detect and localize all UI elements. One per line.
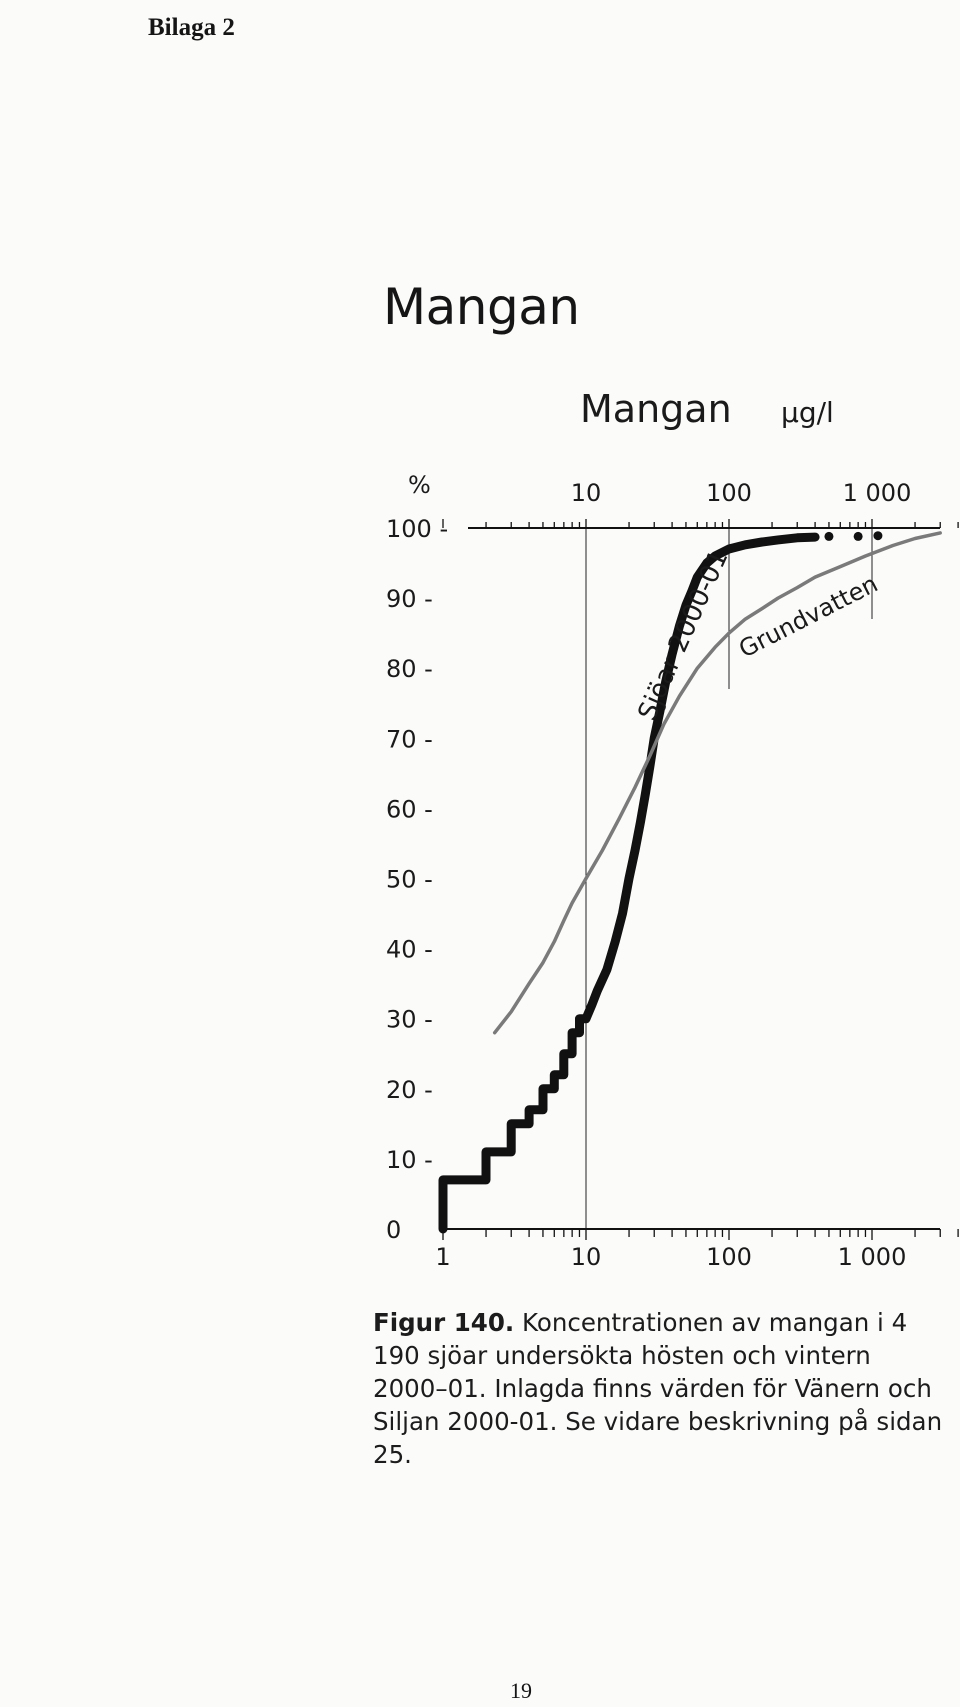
series-label-grundvatten: Grundvatten <box>734 570 882 664</box>
x-tick-label: 100 <box>706 1243 752 1271</box>
figure-caption: Figur 140. Koncentrationen av mangan i 4… <box>373 1306 945 1471</box>
y-tick-label: 30 - <box>386 1006 433 1034</box>
y-tick-label: 20 - <box>386 1076 433 1104</box>
page-header: Bilaga 2 <box>148 14 235 41</box>
y-tick-label: 0 <box>386 1216 401 1244</box>
caption-label: Figur 140. <box>373 1308 515 1337</box>
chart-title-unit: μg/l <box>781 396 834 429</box>
series-line-sjoar <box>438 532 820 1234</box>
x-tick-label-top: 1 000 <box>843 479 912 507</box>
series-label-sjoar: Sjöar 2000-01 <box>633 546 735 726</box>
y-tick-label: 50 - <box>386 866 433 894</box>
chart-title: Mangan <box>580 387 732 431</box>
cumulative-distribution-chart: Mangan μg/l % 1 10 10 100 100 1 000 1 000 0 10 -… <box>386 387 959 1271</box>
series-outlier-point <box>824 531 834 541</box>
labels-layer: 1 10 10 100 100 1 000 1 000 0 10 - 20 - 30 - 40 - 50… <box>386 479 911 1271</box>
y-tick-label: 90 - <box>386 585 433 613</box>
y-tick-label: 40 - <box>386 936 433 964</box>
series-outlier-point <box>853 531 863 541</box>
x-tick-label: 1 <box>435 1243 450 1271</box>
series-line-grundvatten <box>492 531 942 1035</box>
chart-container: Mangan μg/l % 1 10 10 100 100 1 000 1 000 0 10 -… <box>386 387 959 1271</box>
x-tick-label: 10 <box>571 1243 602 1271</box>
page-title: Mangan <box>383 278 580 336</box>
axes-layer <box>439 519 959 1240</box>
x-tick-label: 1 000 <box>838 1243 907 1271</box>
series-outlier-point <box>873 531 883 541</box>
x-tick-label-top: 10 <box>571 479 602 507</box>
y-tick-label: 60 - <box>386 795 433 823</box>
page-number: 19 <box>510 1678 532 1703</box>
y-tick-label: 10 - <box>386 1146 433 1174</box>
x-tick-label-top: 100 <box>706 479 752 507</box>
y-tick-label: 80 - <box>386 655 433 683</box>
series-layer <box>438 531 942 1234</box>
y-tick-label: 70 - <box>386 725 433 753</box>
caption-text: Koncentrationen av mangan i 4 190 sjöar … <box>373 1308 943 1469</box>
y-tick-label: 100 - <box>386 515 448 543</box>
y-axis-label: % <box>408 471 431 499</box>
